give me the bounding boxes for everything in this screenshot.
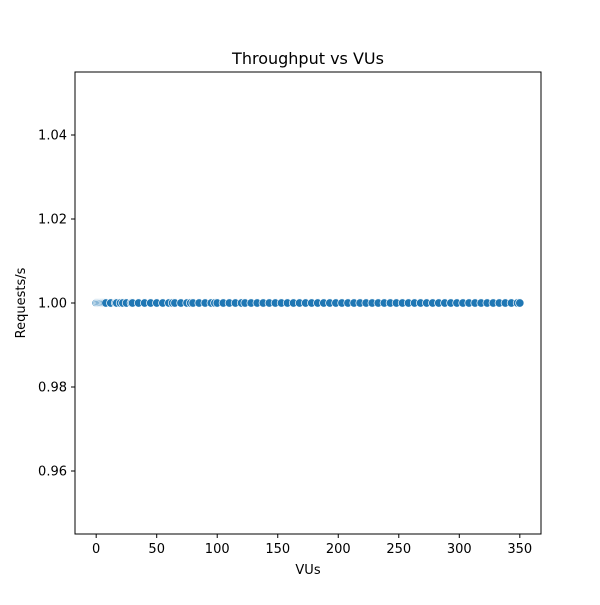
- x-tick-label: 100: [205, 542, 230, 557]
- x-tick-label: 0: [92, 542, 100, 557]
- x-tick-label: 150: [265, 542, 290, 557]
- chart-title: Throughput vs VUs: [231, 49, 384, 68]
- x-axis-label: VUs: [295, 563, 320, 578]
- x-tick-label: 200: [326, 542, 351, 557]
- y-tick-label: 0.96: [38, 465, 67, 480]
- data-points: [91, 298, 525, 308]
- y-axis: 0.96 0.98 1.00 1.02 1.04: [38, 129, 75, 480]
- x-tick-label: 50: [148, 542, 165, 557]
- x-tick-label: 250: [386, 542, 411, 557]
- x-tick-label: 300: [447, 542, 472, 557]
- y-tick-label: 1.00: [38, 297, 67, 312]
- y-axis-label: Requests/s: [14, 267, 29, 338]
- y-tick-label: 0.98: [38, 381, 67, 396]
- y-tick-label: 1.02: [38, 213, 67, 228]
- x-tick-label: 350: [507, 542, 532, 557]
- x-axis: 0 50 100 150 200 250 300 350: [92, 534, 532, 557]
- y-tick-label: 1.04: [38, 129, 67, 144]
- data-point: [515, 298, 525, 308]
